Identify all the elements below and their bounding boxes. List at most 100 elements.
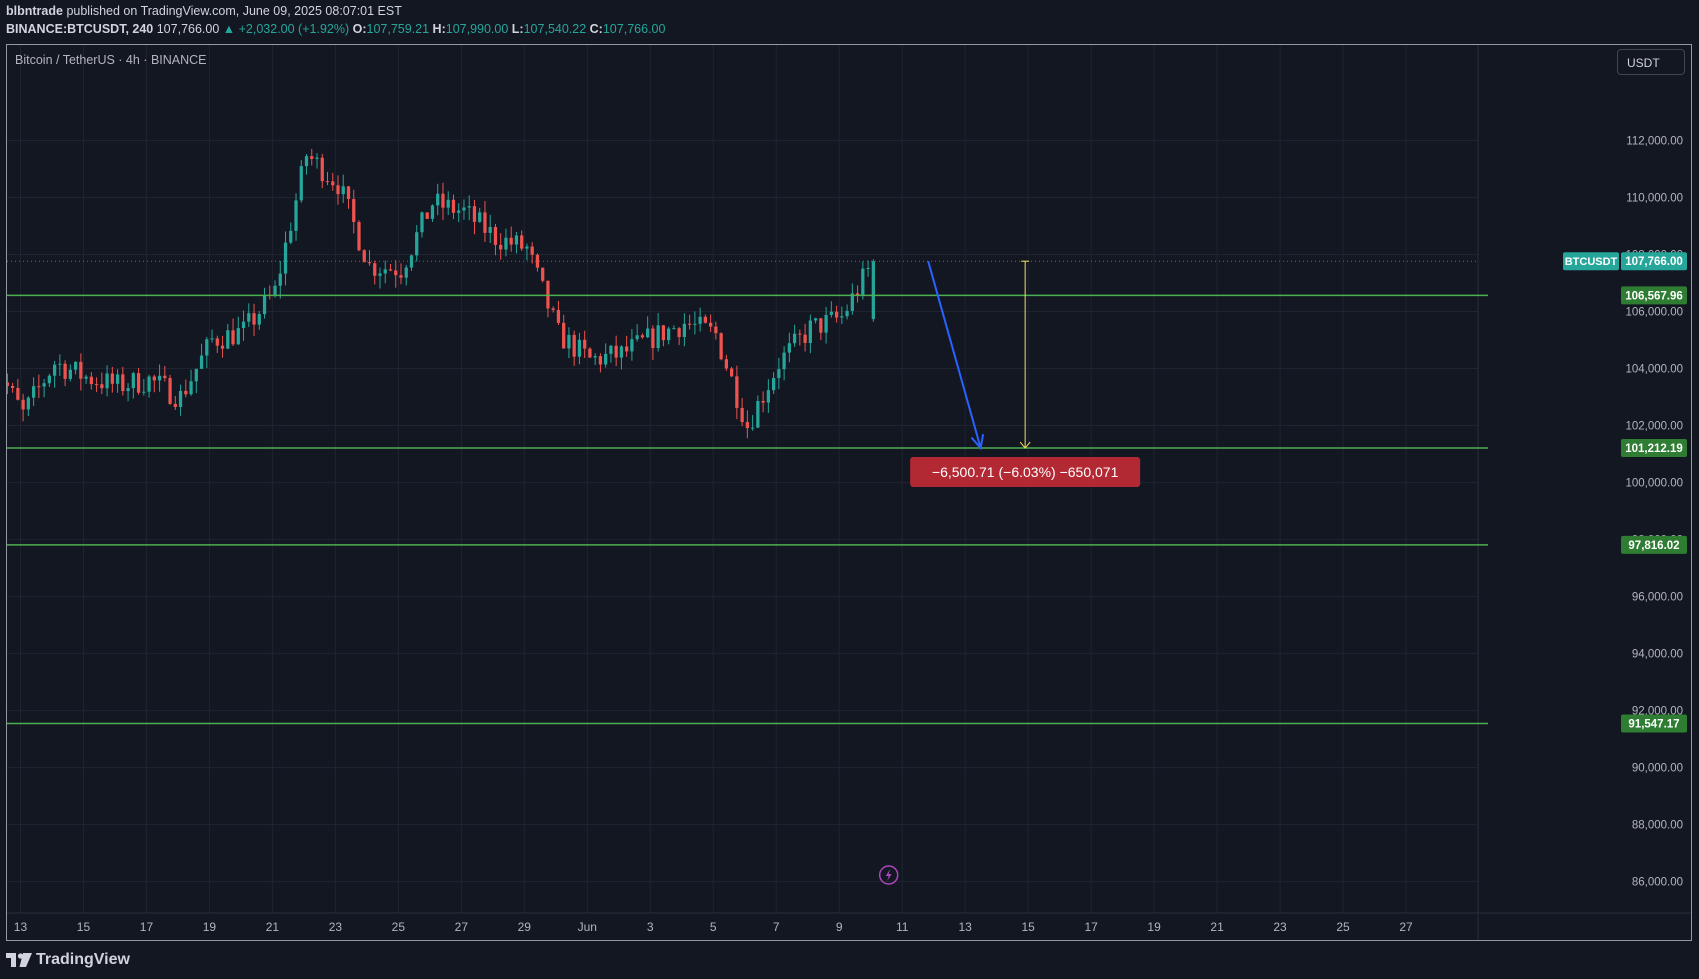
candle-body (367, 262, 372, 264)
grid-lines (7, 45, 1478, 913)
candle-body (609, 345, 613, 354)
candle-body (709, 322, 713, 327)
candle-body (792, 333, 797, 344)
publish-text: published on TradingView.com, June 09, 2… (66, 4, 402, 18)
candle-body (299, 166, 303, 201)
candle-body (320, 157, 324, 182)
candle-body (866, 267, 870, 269)
candle-body (425, 212, 429, 219)
candle (94, 377, 99, 393)
candle (850, 283, 854, 315)
lightning-icon[interactable] (878, 865, 899, 885)
price-change: ▲ +2,032.00 (+1.92%) (222, 22, 350, 36)
candle-body (126, 388, 130, 392)
candle (31, 377, 36, 406)
candle (714, 321, 718, 340)
candle (829, 301, 833, 318)
candle (16, 379, 20, 401)
candle-body (289, 230, 293, 243)
candle (289, 222, 293, 245)
candle (551, 306, 555, 313)
candle-body (252, 313, 256, 325)
candle (394, 260, 398, 288)
candle-body (829, 311, 833, 315)
candle (415, 225, 419, 262)
candle (231, 318, 235, 347)
candle-body (157, 375, 162, 381)
candle-body (184, 390, 188, 395)
candle-body (541, 267, 545, 281)
time-axis-tick-label: Jun (578, 920, 597, 934)
candle (37, 374, 41, 399)
tradingview-logo[interactable]: TradingView (6, 949, 130, 971)
time-axis-tick-label: 7 (773, 920, 780, 934)
candle-body (100, 384, 104, 389)
candle-body (168, 378, 172, 404)
candle (619, 345, 624, 370)
projection-arrow-head (970, 434, 985, 451)
candle-body (688, 323, 692, 325)
candle (646, 316, 650, 338)
range-arrow-head (1019, 441, 1031, 449)
candle-body (614, 345, 618, 358)
candle-body (803, 334, 807, 343)
candle (136, 367, 141, 395)
chart-frame[interactable]: 86,000.00 88,000.00 90,000.00 92,000.00 94,0… (6, 44, 1692, 941)
candle-body (399, 275, 403, 278)
time-axis-tick-label: 11 (896, 920, 909, 934)
author-name[interactable]: blbntrade (6, 4, 63, 18)
candle (834, 305, 839, 323)
candle (436, 183, 440, 216)
candle (845, 304, 849, 320)
candle-body (362, 250, 366, 263)
candle-body (572, 334, 576, 357)
candle-body (714, 326, 718, 334)
candle-body (499, 244, 503, 250)
close-value: 107,766.00 (602, 22, 666, 36)
time-axis-tick-label: 29 (518, 920, 532, 934)
candle-body (294, 200, 298, 231)
candle (121, 366, 125, 396)
candle-body (37, 386, 41, 388)
candlestick-chart[interactable]: 86,000.0088,000.0090,000.0092,000.0094,0… (7, 45, 1691, 940)
candle-body (205, 339, 209, 356)
candle (745, 410, 749, 439)
candle (42, 378, 46, 398)
range-label-box (910, 457, 1141, 488)
candle (593, 353, 597, 365)
price-axis-tick-label: 86,000.00 (1632, 877, 1683, 889)
support-level-tag (1621, 714, 1687, 733)
candle (173, 395, 177, 410)
candle (210, 329, 214, 343)
candle-body (756, 400, 760, 428)
candle (782, 346, 786, 381)
lightning-icon-ring (878, 865, 899, 885)
candle-body (189, 381, 193, 395)
candle-body (346, 186, 351, 200)
candle-body (661, 325, 666, 341)
candle-body (10, 385, 15, 388)
price-axis-tick-label: 112,000.00 (1626, 135, 1683, 147)
candle (504, 228, 508, 257)
currency-unit-button[interactable]: USDT (1617, 49, 1685, 75)
candle-body (357, 221, 361, 251)
high-value: 107,990.00 (445, 22, 509, 36)
candle-body (625, 346, 629, 352)
support-level-label: 101,212.19 (1625, 443, 1683, 455)
price-axis-tick-label: 90,000.00 (1632, 763, 1683, 775)
candle (199, 343, 204, 370)
candle (509, 226, 513, 252)
candle-body (745, 422, 749, 429)
candle (572, 330, 576, 366)
candle-body (420, 212, 424, 233)
time-axis-tick-label: 23 (1273, 920, 1287, 934)
candle (425, 212, 429, 219)
candle (331, 172, 335, 191)
time-axis-tick-label: 21 (1210, 920, 1224, 934)
candle-body (315, 157, 319, 159)
candle-body (520, 235, 524, 249)
low-value: 107,540.22 (523, 22, 587, 36)
candle (126, 383, 130, 402)
candle-body (79, 361, 83, 379)
candle-body (677, 328, 681, 337)
